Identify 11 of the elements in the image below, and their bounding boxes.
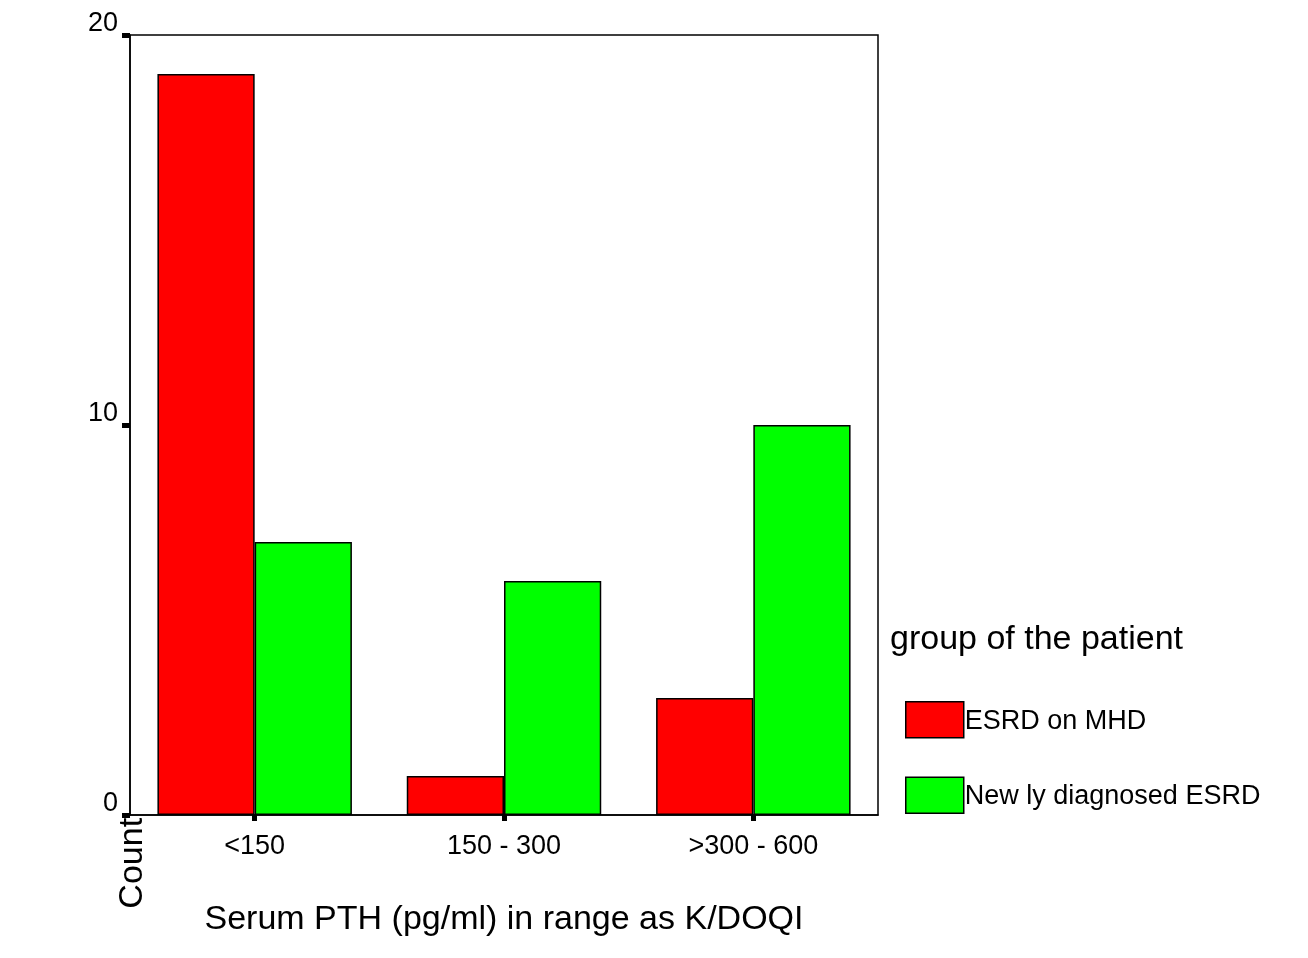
x-tick-label: >300 - 600 [688, 829, 819, 860]
y-tick-label: 20 [87, 6, 118, 37]
legend-label: ESRD on MHD [964, 704, 1147, 735]
legend-label: New ly diagnosed ESRD [964, 780, 1261, 811]
y-tick-label: 10 [87, 396, 118, 427]
x-axis-title: Serum PTH (pg/ml) in range as K/DOQI [204, 898, 804, 936]
x-tick-label: 150 - 300 [446, 829, 562, 860]
x-tick-label: <150 [224, 829, 286, 860]
legend-title: group of the patient [890, 618, 1184, 656]
y-tick-label: 0 [102, 786, 118, 817]
y-axis-title: Count [111, 817, 149, 909]
